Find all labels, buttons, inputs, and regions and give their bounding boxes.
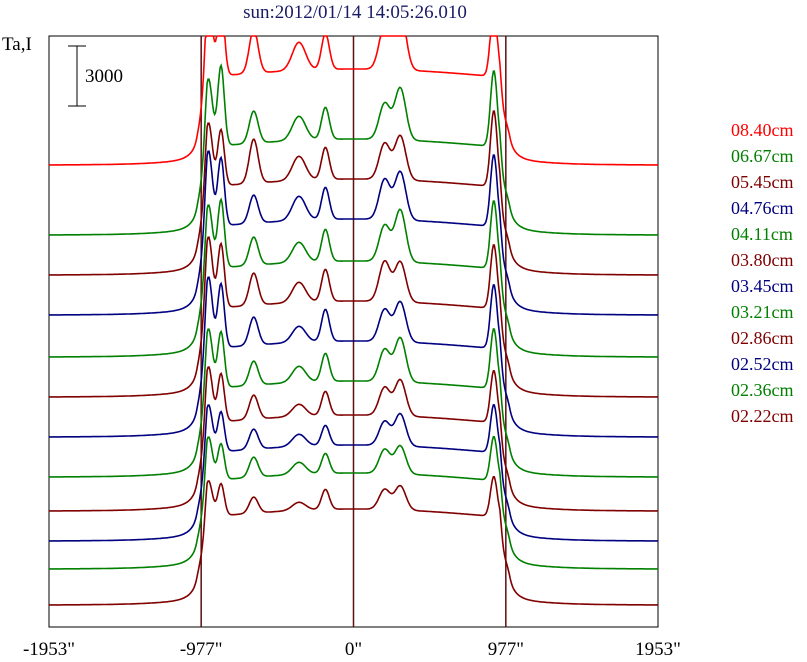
- legend-entry: 02.52cm: [731, 354, 794, 374]
- legend-entry: 02.22cm: [731, 406, 794, 426]
- series-line-06.67cm: [49, 63, 658, 236]
- chart-title: sun:2012/01/14 14:05:26.010: [243, 2, 467, 23]
- legend-entry: 02.86cm: [731, 328, 794, 348]
- legend-entry: 06.67cm: [731, 146, 794, 166]
- series-line-03.45cm: [49, 276, 658, 438]
- legend-entry: 04.76cm: [731, 198, 794, 218]
- legend-entry: 04.11cm: [731, 224, 793, 244]
- legend-entry: 05.45cm: [731, 172, 794, 192]
- x-tick-label: -1953": [23, 639, 75, 660]
- series-line-04.76cm: [49, 150, 658, 316]
- x-tick-label: 1953": [635, 639, 681, 660]
- series-line-03.21cm: [49, 328, 658, 478]
- legend-entry: 03.80cm: [731, 250, 794, 270]
- series-line-02.22cm: [49, 475, 658, 606]
- series-line-08.40cm: [49, 35, 658, 166]
- legend-entry: 03.45cm: [731, 276, 794, 296]
- y-axis-label: Ta,I: [2, 34, 32, 55]
- series-line-04.11cm: [49, 197, 658, 358]
- x-tick-label: 977": [488, 639, 524, 660]
- series-line-05.45cm: [49, 110, 658, 276]
- legend-entry: 03.21cm: [731, 302, 794, 322]
- legend-entry: 02.36cm: [731, 380, 794, 400]
- series-line-02.52cm: [49, 404, 658, 542]
- x-tick-label: 0": [345, 639, 362, 660]
- scale-bar: 3000: [68, 45, 123, 107]
- series-line-02.86cm: [49, 366, 658, 512]
- x-tick-label: -977": [180, 639, 223, 660]
- scale-bar-label: 3000: [85, 66, 123, 87]
- series-line-02.36cm: [49, 435, 658, 570]
- legend-entry: 08.40cm: [731, 120, 794, 140]
- series-line-03.80cm: [49, 236, 658, 398]
